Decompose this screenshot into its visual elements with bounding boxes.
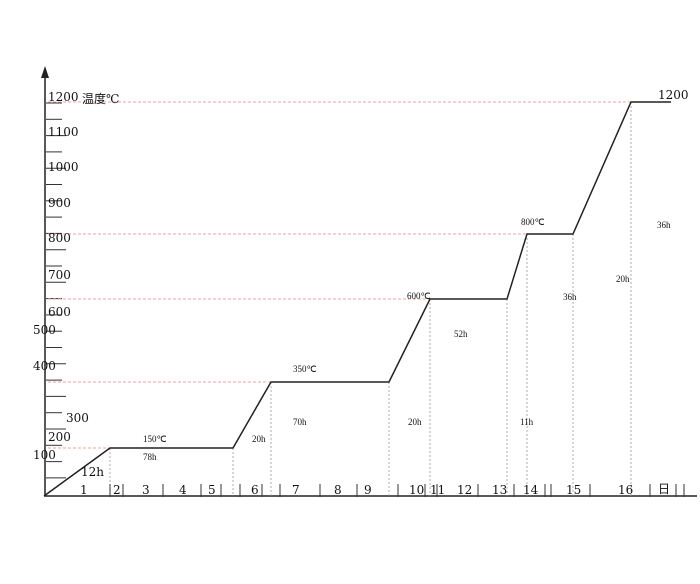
y-tick-label: 1100 (48, 125, 79, 139)
duration-label-8: 36h (563, 292, 577, 302)
x-tick-label: 12 (457, 483, 473, 497)
x-tick-label: 2 (113, 483, 121, 497)
x-tick-label: 14 (523, 483, 539, 497)
x-tick-label: 1 (80, 483, 88, 497)
x-axis-label: 日 (658, 482, 671, 496)
duration-label-9: 20h (616, 274, 630, 284)
x-tick-label: 3 (142, 483, 150, 497)
duration-label-10: 36h (657, 220, 671, 230)
x-tick-label: 5 (208, 483, 216, 497)
y-tick-label: 1200 (48, 90, 79, 104)
temperature-curve (43, 101, 671, 497)
annotation-150c: 150℃ (143, 434, 167, 444)
y-tick-label: 200 (48, 430, 71, 444)
y-tick-label: 300 (66, 411, 89, 425)
duration-label-6: 52h (454, 329, 468, 339)
x-tick-label: 10 (409, 483, 425, 497)
x-tick-label: 6 (251, 483, 259, 497)
y-tick-label: 100 (33, 448, 56, 462)
y-tick-label: 700 (48, 268, 71, 282)
y-tick-label: 900 (48, 196, 71, 210)
duration-label-1: 12h (81, 465, 104, 479)
y-tick-label: 400 (33, 359, 56, 373)
y-tick-label: 800 (48, 231, 71, 245)
annotation-800c: 800℃ (521, 217, 545, 227)
x-tick-label: 8 (334, 483, 342, 497)
duration-label-7: 11h (520, 417, 534, 427)
y-axis-arrow-icon (41, 66, 49, 78)
y-tick-label: 1000 (48, 160, 79, 174)
x-tick-label: 15 (566, 483, 582, 497)
duration-label-4: 70h (293, 417, 307, 427)
y-tick-label: 600 (48, 305, 71, 319)
annotation-350c: 350℃ (293, 364, 317, 374)
annotation-1200: 1200 (658, 88, 689, 102)
y-tick-label: 500 (33, 323, 56, 337)
x-tick-label: 7 (292, 483, 300, 497)
annotation-600c: 600℃ (407, 291, 431, 301)
y-axis-label: 温度℃ (82, 92, 120, 106)
duration-label-5: 20h (408, 417, 422, 427)
x-tick-label: 13 (492, 483, 508, 497)
duration-label-2: 78h (143, 452, 157, 462)
duration-label-3: 20h (252, 434, 266, 444)
x-tick-label: 16 (618, 483, 634, 497)
x-tick-label: 4 (179, 483, 187, 497)
x-tick-label: 11 (430, 483, 446, 497)
x-tick-label: 9 (364, 483, 372, 497)
